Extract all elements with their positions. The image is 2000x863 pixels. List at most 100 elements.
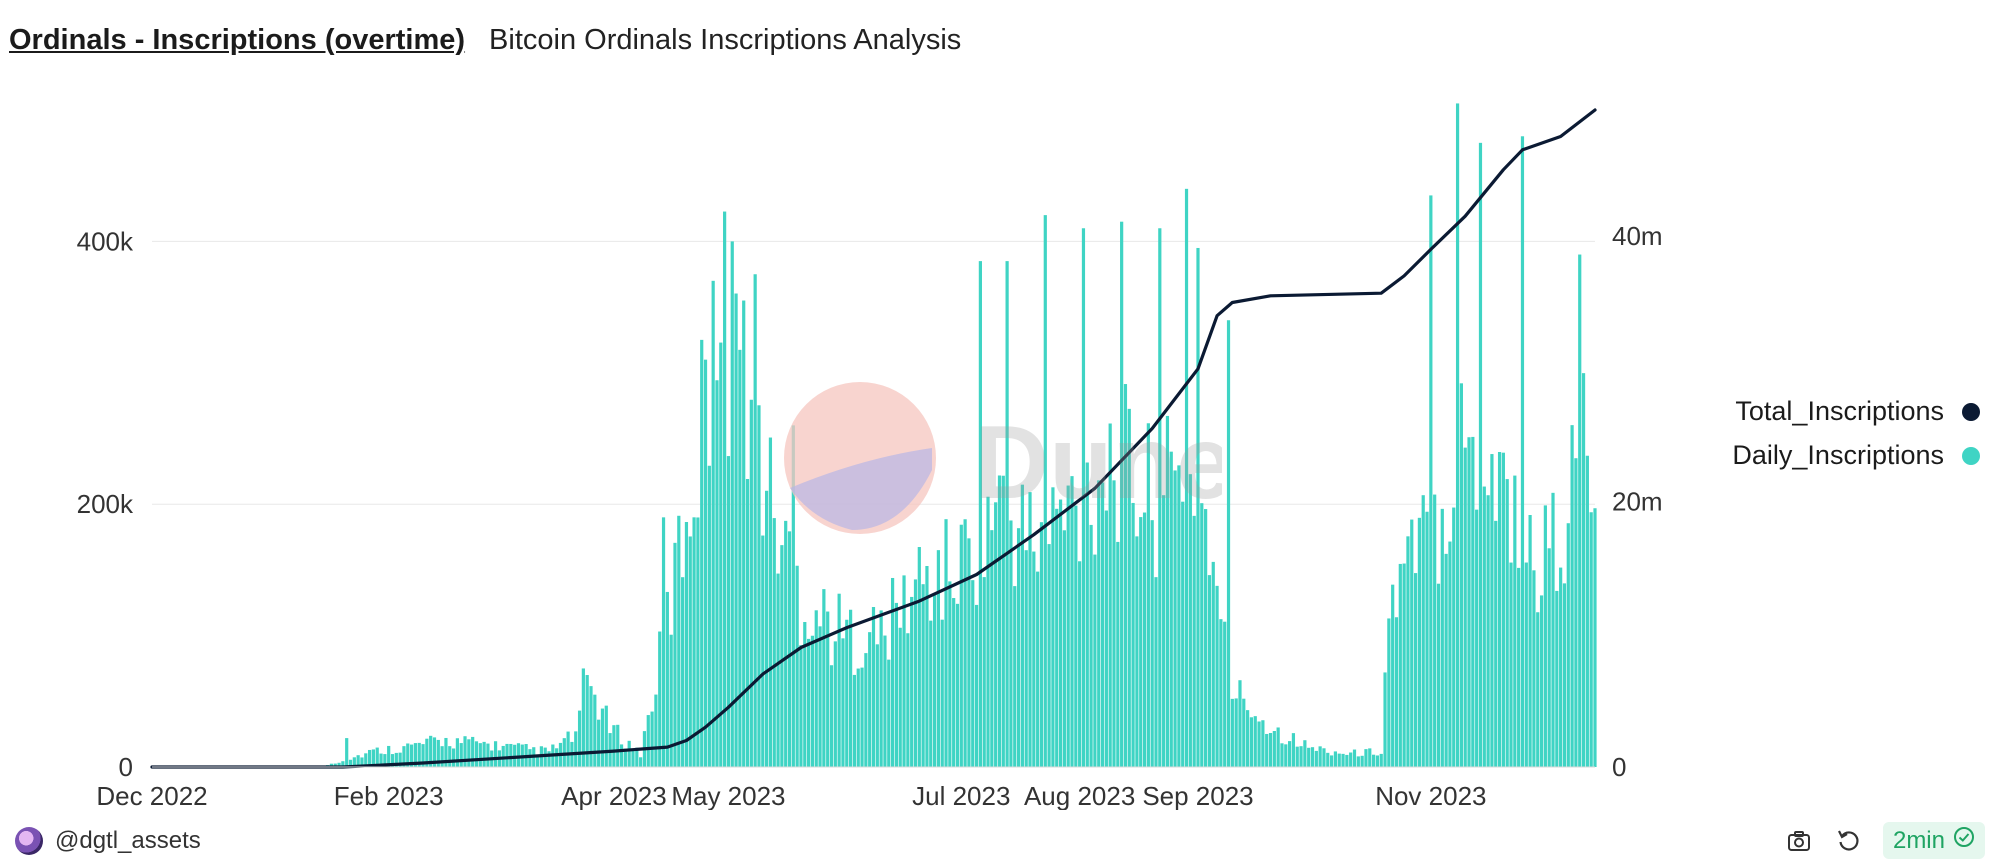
daily-bar — [1097, 480, 1101, 767]
daily-bar — [1513, 475, 1517, 767]
daily-bar — [669, 634, 673, 767]
daily-bar — [1165, 415, 1170, 767]
chart-title-link[interactable]: Ordinals - Inscriptions (overtime) — [9, 23, 466, 56]
daily-bar — [837, 593, 841, 767]
daily-bar — [1383, 672, 1387, 767]
camera-icon[interactable] — [1783, 825, 1815, 857]
daily-bar — [1013, 586, 1017, 767]
daily-bar — [1352, 749, 1357, 767]
refresh-status-badge[interactable]: 2min — [1882, 822, 1985, 859]
daily-bar — [932, 593, 937, 767]
daily-bar — [390, 754, 395, 767]
daily-bar — [707, 465, 711, 767]
daily-bar — [986, 496, 990, 767]
daily-bar — [1425, 511, 1429, 767]
daily-bar — [417, 742, 421, 767]
chart-subtitle: Bitcoin Ordinals Inscriptions Analysis — [489, 23, 962, 56]
daily-bar — [692, 517, 696, 767]
daily-bar — [974, 604, 979, 767]
daily-bar — [1150, 520, 1154, 767]
daily-bar — [829, 665, 834, 767]
daily-bar — [1566, 523, 1570, 767]
daily-bar — [902, 575, 906, 767]
daily-bar — [925, 566, 929, 767]
daily-bar — [593, 694, 597, 767]
daily-bar — [1058, 499, 1063, 767]
daily-bar — [1005, 261, 1009, 767]
daily-bar — [1379, 753, 1383, 767]
daily-bar — [768, 437, 773, 767]
daily-bar — [1417, 517, 1421, 767]
daily-bar — [623, 748, 627, 767]
daily-bar — [432, 737, 437, 767]
daily-bar — [875, 644, 879, 767]
daily-bar — [1345, 754, 1349, 767]
daily-bar — [871, 607, 876, 767]
refresh-icon[interactable] — [1833, 825, 1865, 857]
daily-bar — [1410, 519, 1414, 767]
daily-bar — [700, 339, 704, 767]
daily-bar — [1356, 756, 1360, 767]
legend-label-total: Total_Inscriptions — [1735, 396, 1944, 426]
daily-bar — [757, 405, 761, 767]
daily-bar — [1452, 507, 1456, 767]
daily-bar — [711, 280, 715, 767]
daily-bar — [1375, 755, 1380, 767]
daily-bar — [1135, 536, 1139, 767]
daily-bar — [1204, 509, 1208, 767]
x-tick-label: Feb 2023 — [334, 781, 444, 810]
daily-bar — [1494, 520, 1498, 767]
daily-bar — [1181, 501, 1185, 767]
daily-bar — [1402, 563, 1406, 767]
legend-item-total-inscriptions[interactable]: Total_Inscriptions — [1732, 396, 1980, 427]
daily-bar — [1391, 584, 1395, 767]
author-link[interactable]: @dgtl_assets — [15, 826, 201, 855]
daily-bar — [780, 545, 784, 767]
daily-bar — [516, 743, 521, 767]
daily-bar — [1471, 436, 1475, 767]
x-tick-label: Apr 2023 — [561, 781, 667, 810]
daily-bar — [1200, 503, 1204, 767]
daily-bar — [402, 746, 406, 767]
daily-bar — [910, 596, 914, 767]
daily-bar — [543, 747, 547, 767]
daily-bar — [738, 349, 742, 767]
daily-bar — [681, 577, 685, 767]
daily-bar — [1413, 573, 1418, 767]
daily-bar — [333, 763, 337, 767]
y-left-tick-label: 200k — [77, 489, 134, 519]
daily-bar — [356, 755, 360, 767]
daily-bar — [574, 731, 578, 767]
daily-bar — [1009, 520, 1013, 767]
daily-bar — [1184, 188, 1189, 768]
daily-bar — [409, 744, 414, 767]
daily-bar — [1555, 590, 1559, 767]
daily-bar — [1543, 505, 1547, 767]
daily-bar — [1551, 492, 1555, 767]
daily-bar — [1440, 508, 1444, 767]
daily-bar — [341, 761, 345, 767]
daily-bar — [1211, 561, 1215, 767]
daily-bar — [1559, 567, 1563, 767]
daily-bar — [1146, 423, 1150, 767]
daily-bar — [1310, 747, 1315, 767]
daily-bar — [348, 759, 353, 767]
daily-bar — [486, 743, 490, 767]
x-tick-label: Sep 2023 — [1142, 781, 1253, 810]
daily-bar — [555, 748, 559, 767]
legend-item-daily-inscriptions[interactable]: Daily_Inscriptions — [1732, 440, 1980, 471]
daily-bar — [719, 342, 723, 767]
daily-bar — [1078, 561, 1082, 767]
y-left-tick-label: 400k — [77, 226, 134, 256]
daily-bar — [734, 293, 738, 767]
daily-bar — [1433, 494, 1437, 767]
daily-bar — [1196, 247, 1200, 768]
daily-bar — [776, 573, 780, 767]
daily-bar — [387, 745, 391, 767]
daily-bar — [1093, 554, 1097, 767]
daily-bar — [1207, 575, 1212, 767]
daily-bar — [1173, 470, 1177, 767]
daily-bar — [1219, 619, 1223, 767]
daily-bar — [444, 737, 448, 767]
daily-bar — [1139, 517, 1143, 767]
